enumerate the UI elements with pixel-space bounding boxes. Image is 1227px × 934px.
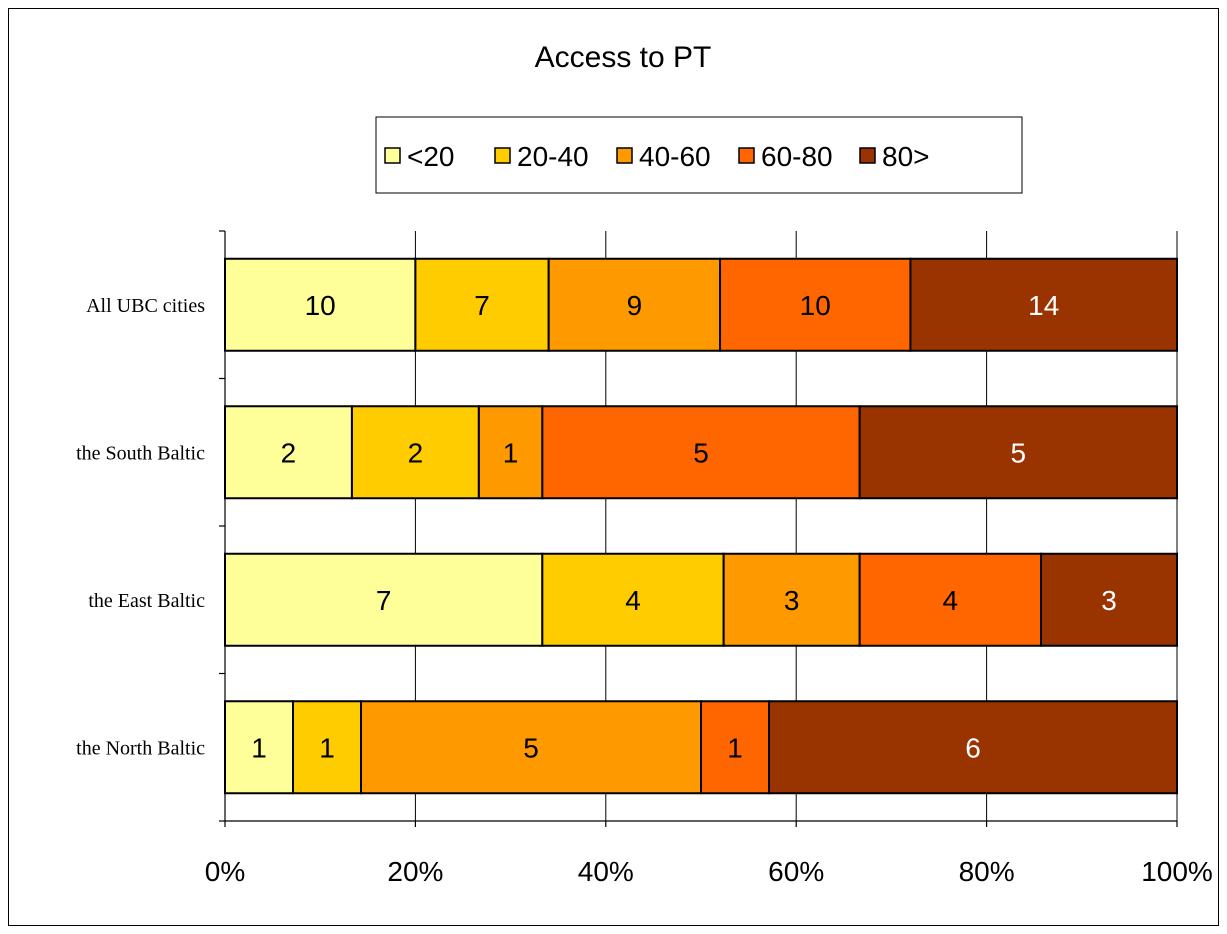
data-label-2-4: 3 [1101,585,1117,616]
legend-swatch-3 [738,147,755,164]
bar-segment-2-0 [224,552,544,647]
x-tick-labels: 0% 20% 40% 60% 80% 100% [205,856,1213,887]
bar-segment-3-1 [292,700,362,795]
legend-label-2: 40-60 [639,141,711,172]
bar-segment-1-1 [350,405,480,500]
data-label-2-3: 4 [943,585,959,616]
category-label-2: the East Baltic [88,590,205,612]
stacked-bar-chart: Access to PT <20 20-40 40-60 60-80 80> 10 7 9 1… [76,41,1213,887]
bar-segment-3-0 [224,700,294,795]
data-label-0-1: 7 [474,290,490,321]
bars: 10 7 9 10 14 2 2 1 5 5 7 4 3 4 3 1 1 5 1 6 [224,257,1179,795]
data-label-0-4: 14 [1028,290,1059,321]
legend-swatch-0 [384,147,401,164]
data-label-3-1: 1 [319,732,335,763]
data-label-3-3: 1 [727,732,743,763]
data-label-1-0: 2 [281,437,297,468]
x-tick-label-2: 40% [578,856,634,887]
chart-title: Access to PT [535,41,712,74]
legend: <20 20-40 40-60 60-80 80> [375,116,1023,194]
data-label-1-3: 5 [693,437,709,468]
legend-label-1: 20-40 [517,141,589,172]
category-label-0: All UBC cities [86,295,205,317]
category-label-3: the North Baltic [76,737,205,759]
data-label-0-2: 9 [627,290,643,321]
legend-swatch-4 [859,147,876,164]
legend-label-4: 80> [882,141,930,172]
data-label-3-0: 1 [251,732,267,763]
data-label-2-1: 4 [625,585,641,616]
bar-segment-0-4 [909,257,1178,352]
x-tick-label-0: 0% [205,856,245,887]
data-label-1-2: 1 [503,437,519,468]
data-label-2-2: 3 [784,585,800,616]
data-label-1-4: 5 [1011,437,1027,468]
bar-segment-1-4 [858,405,1179,500]
data-label-0-0: 10 [305,290,336,321]
data-label-0-3: 10 [800,290,831,321]
bar-segment-3-3 [700,700,770,795]
legend-box [375,116,1023,194]
bar-segment-0-1 [414,257,550,352]
x-tick-label-3: 60% [768,856,824,887]
bar-segment-3-2 [360,700,702,795]
data-label-3-2: 5 [523,732,539,763]
x-tick-label-4: 80% [959,856,1015,887]
data-label-2-0: 7 [376,585,392,616]
data-label-3-4: 6 [965,732,981,763]
bar-segment-0-0 [224,257,417,352]
legend-label-3: 60-80 [761,141,833,172]
bar-segment-2-2 [722,552,861,647]
x-tick-label-5: 100% [1141,856,1213,887]
bar-segment-2-1 [541,552,725,647]
bar-segment-1-3 [541,405,861,500]
bar-segment-3-4 [768,700,1178,795]
bar-segment-2-3 [858,552,1043,647]
bar-segment-2-4 [1040,552,1178,647]
legend-swatch-1 [494,147,511,164]
x-tick-label-1: 20% [387,856,443,887]
legend-label-0: <20 [407,141,455,172]
category-labels: All UBC cities the South Baltic the East B… [76,295,205,760]
bar-segment-0-2 [547,257,722,352]
chart-frame: Access to PT <20 20-40 40-60 60-80 80> 10 7 9 1… [8,8,1219,926]
category-label-1: the South Baltic [76,442,205,464]
data-label-1-1: 2 [408,437,424,468]
legend-swatch-2 [616,147,633,164]
